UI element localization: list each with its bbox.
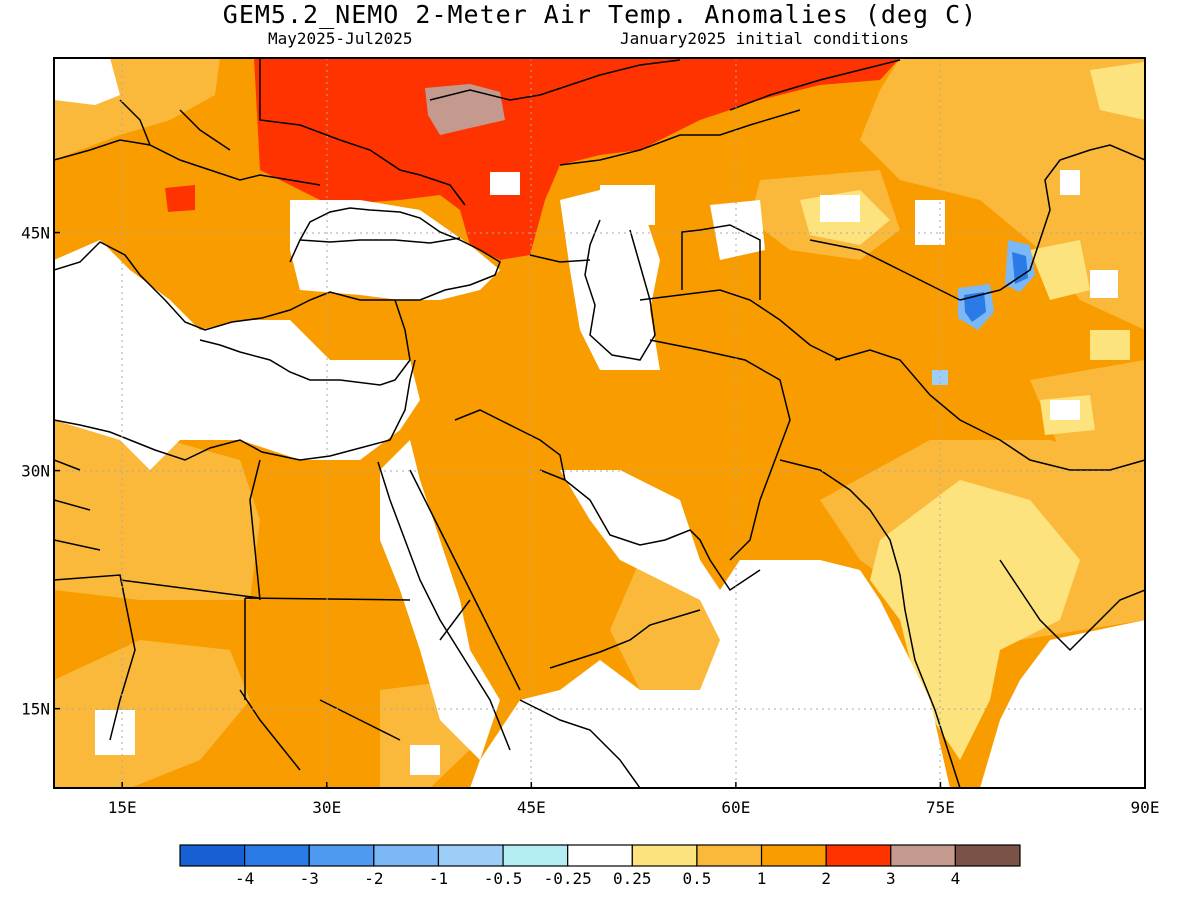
colorbar-swatch <box>437 844 504 867</box>
graticule <box>54 58 1145 788</box>
colorbar-swatch <box>631 844 698 867</box>
x-tick-label: 30E <box>312 798 341 817</box>
latitude-axis: 45N 30N 15N <box>21 224 60 719</box>
map-fields <box>54 58 1145 788</box>
x-tick-label: 75E <box>926 798 955 817</box>
colorbar-swatch <box>567 844 633 867</box>
anomaly-band-2-3-balkans <box>165 185 195 212</box>
colorbar-label: 2 <box>821 869 831 888</box>
colorbar-label: -0.25 <box>544 869 592 888</box>
initial-conditions: January2025 initial conditions <box>620 29 909 48</box>
colorbar-label: -2 <box>364 869 383 888</box>
x-tick-label: 60E <box>721 798 750 817</box>
longitude-axis: 15E 30E 45E 60E 75E 90E <box>108 782 1160 817</box>
x-tick-label: 90E <box>1131 798 1160 817</box>
colorbar-swatch <box>502 844 569 867</box>
forecast-period: May2025-Jul2025 <box>268 29 413 48</box>
colorbar-label: -3 <box>300 869 319 888</box>
anomaly-band-2-3 <box>254 58 900 260</box>
colorbar-swatch <box>760 844 827 867</box>
colorbar-label: -1 <box>429 869 448 888</box>
colorbar-swatch <box>308 844 375 867</box>
colorbar-swatch <box>373 844 440 867</box>
colorbar-swatch <box>890 844 956 867</box>
colorbar-swatch <box>825 844 892 867</box>
y-tick-label: 45N <box>21 224 50 243</box>
colorbar-swatch <box>696 844 763 867</box>
colorbar-label: 3 <box>886 869 896 888</box>
x-tick-label: 45E <box>517 798 546 817</box>
colorbar-swatch <box>179 844 246 867</box>
y-tick-label: 30N <box>21 462 50 481</box>
colorbar-label: -4 <box>235 869 254 888</box>
anomaly-negative-patches <box>932 240 1035 385</box>
colorbar-label: 0.5 <box>682 869 711 888</box>
colorbar-label: -0.5 <box>484 869 523 888</box>
colorbar-swatch <box>244 844 310 867</box>
map-frame <box>53 57 1146 789</box>
y-tick-label: 15N <box>21 700 50 719</box>
colorbar-label: 4 <box>951 869 961 888</box>
colorbar-label: 0.25 <box>613 869 652 888</box>
colorbar-swatch <box>954 844 1021 867</box>
map-title: GEM5.2_NEMO 2-Meter Air Temp. Anomalies … <box>222 0 978 29</box>
colorbar-label: 1 <box>757 869 767 888</box>
x-tick-label: 15E <box>108 798 137 817</box>
coastlines-and-borders <box>54 58 1145 788</box>
colorbar: -4 -3 -2 -1 -0.5 -0.25 0.25 0.5 1 2 3 4 <box>179 844 1021 888</box>
